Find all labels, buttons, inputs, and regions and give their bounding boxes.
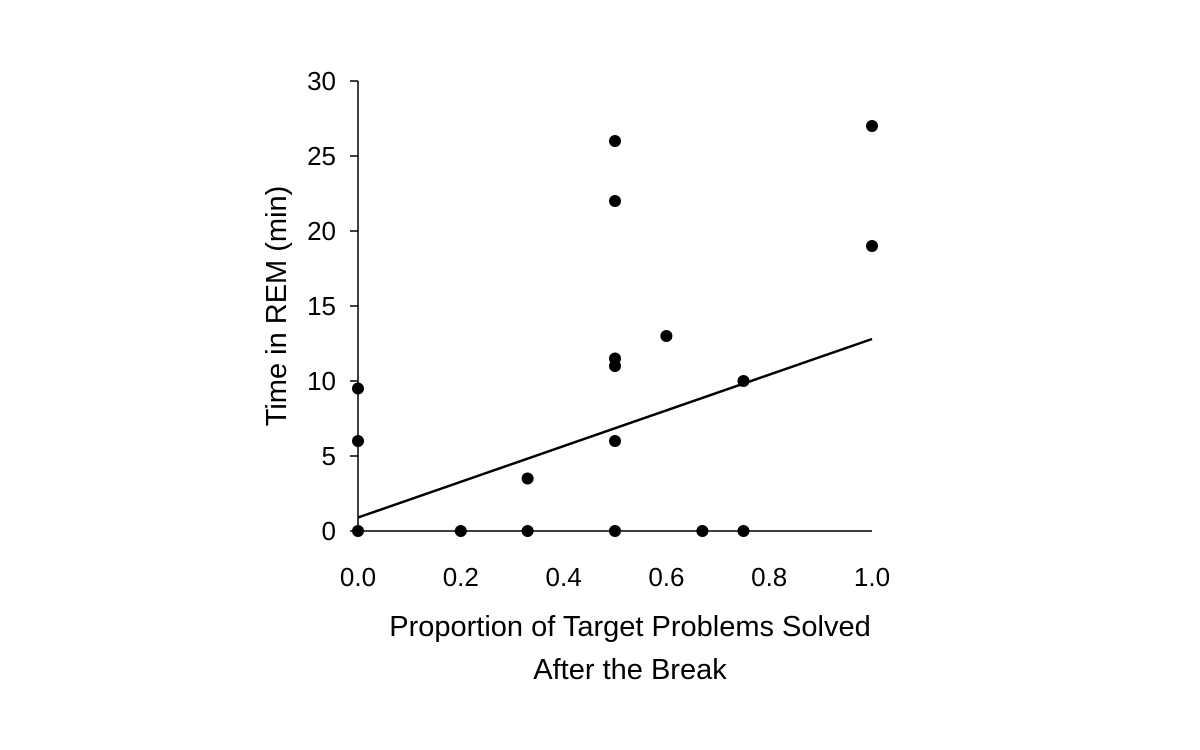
data-point — [521, 472, 534, 485]
data-point — [352, 435, 364, 447]
data-point — [737, 375, 750, 387]
x-tick-label: 0.2 — [443, 562, 479, 592]
data-point — [866, 120, 878, 132]
data-point — [352, 525, 364, 537]
x-axis-label-line-1: Proportion of Target Problems Solved — [389, 611, 870, 643]
y-tick-label: 25 — [307, 141, 336, 171]
y-axis-label: Time in REM (min) — [261, 186, 293, 427]
axes — [357, 81, 872, 532]
y-tick-label: 30 — [307, 66, 336, 96]
y-tick-label: 0 — [322, 516, 336, 546]
data-point — [521, 525, 534, 537]
data-point — [609, 352, 621, 365]
x-tick-label: 1.0 — [854, 562, 890, 592]
y-tick-label: 10 — [307, 366, 336, 396]
data-point — [696, 525, 709, 537]
x-tick-label: 0.4 — [546, 562, 582, 592]
data-point — [454, 525, 467, 537]
x-ticks: 0.0 0.2 0.4 0.6 0.8 1.0 — [340, 562, 890, 592]
data-point — [609, 195, 621, 207]
x-tick-label: 0.8 — [751, 562, 787, 592]
data-point — [609, 435, 621, 447]
y-tick-label: 20 — [307, 216, 336, 246]
data-point — [660, 330, 673, 342]
data-point — [609, 135, 621, 147]
data-point — [737, 525, 750, 537]
y-ticks: 0 5 10 15 20 25 30 — [307, 66, 358, 546]
y-tick-label: 15 — [307, 291, 336, 321]
data-point — [609, 525, 621, 537]
data-point — [352, 382, 364, 395]
trendline — [357, 337, 873, 519]
trendline-group — [357, 337, 873, 519]
data-points — [352, 120, 878, 537]
data-point — [866, 240, 878, 252]
x-axis-label-line-2: After the Break — [533, 654, 727, 686]
x-tick-label: 0.6 — [648, 562, 684, 592]
y-tick-label: 5 — [322, 441, 336, 471]
x-tick-label: 0.0 — [340, 562, 376, 592]
